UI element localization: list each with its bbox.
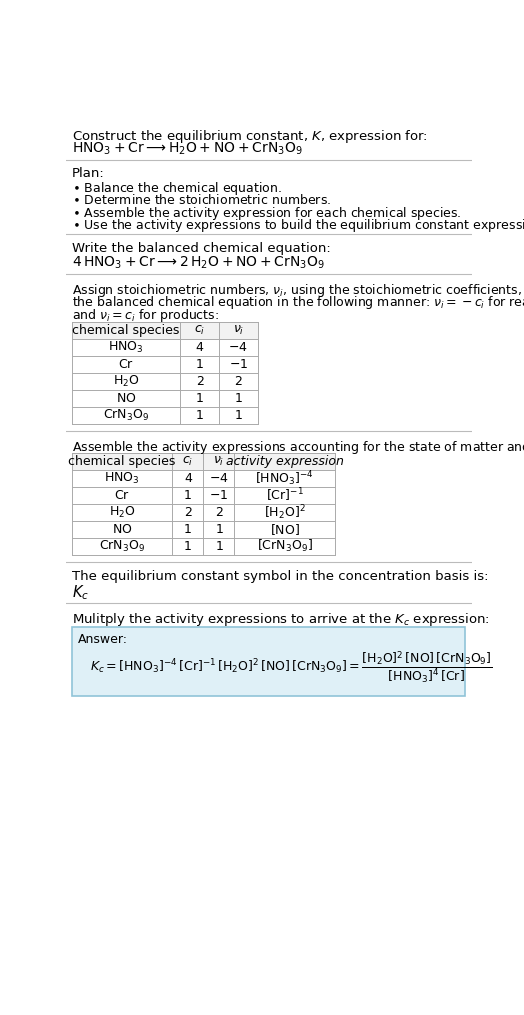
Bar xyxy=(72,453,335,470)
Text: $[\mathrm{HNO_3}]^{-4}$: $[\mathrm{HNO_3}]^{-4}$ xyxy=(255,469,314,487)
Text: Plan:: Plan: xyxy=(72,167,104,181)
Text: The equilibrium constant symbol in the concentration basis is:: The equilibrium constant symbol in the c… xyxy=(72,570,488,583)
Text: $-1$: $-1$ xyxy=(228,358,248,370)
Text: $-4$: $-4$ xyxy=(228,341,248,354)
Text: 2: 2 xyxy=(184,505,192,519)
Text: $1$: $1$ xyxy=(234,392,243,405)
Text: 1: 1 xyxy=(195,409,203,421)
Text: $\bullet$ Use the activity expressions to build the equilibrium constant express: $\bullet$ Use the activity expressions t… xyxy=(72,217,524,234)
Text: Write the balanced chemical equation:: Write the balanced chemical equation: xyxy=(72,242,331,255)
Text: $\bullet$ Balance the chemical equation.: $\bullet$ Balance the chemical equation. xyxy=(72,181,282,197)
FancyBboxPatch shape xyxy=(72,627,465,696)
Text: 2: 2 xyxy=(195,375,203,388)
Text: $\mathrm{HNO_3}$: $\mathrm{HNO_3}$ xyxy=(104,471,140,486)
Text: 4: 4 xyxy=(184,472,192,485)
Text: 1: 1 xyxy=(195,392,203,405)
Text: $4\,\mathrm{HNO_3 + Cr \longrightarrow 2\,H_2O + NO + CrN_3O_9}$: $4\,\mathrm{HNO_3 + Cr \longrightarrow 2… xyxy=(72,255,324,271)
Text: $\bullet$ Determine the stoichiometric numbers.: $\bullet$ Determine the stoichiometric n… xyxy=(72,193,331,207)
Text: $\mathrm{HNO_3 + Cr \longrightarrow H_2O + NO + CrN_3O_9}$: $\mathrm{HNO_3 + Cr \longrightarrow H_2O… xyxy=(72,140,302,156)
Text: $c_i$: $c_i$ xyxy=(194,324,205,337)
Text: $1$: $1$ xyxy=(234,409,243,421)
Text: $[\mathrm{CrN_3O_9}]$: $[\mathrm{CrN_3O_9}]$ xyxy=(257,538,313,554)
Text: $\mathrm{Cr}$: $\mathrm{Cr}$ xyxy=(118,358,134,370)
Text: $1$: $1$ xyxy=(214,523,223,536)
Text: $\mathrm{H_2O}$: $\mathrm{H_2O}$ xyxy=(109,504,135,520)
Text: $[\mathrm{H_2O}]^{2}$: $[\mathrm{H_2O}]^{2}$ xyxy=(264,502,305,522)
Text: $\mathrm{HNO_3}$: $\mathrm{HNO_3}$ xyxy=(108,340,144,355)
Text: $\mathrm{CrN_3O_9}$: $\mathrm{CrN_3O_9}$ xyxy=(99,539,145,553)
Text: $K_c = [\mathrm{HNO_3}]^{-4}\,[\mathrm{Cr}]^{-1}\,[\mathrm{H_2O}]^2\,[\mathrm{NO: $K_c = [\mathrm{HNO_3}]^{-4}\,[\mathrm{C… xyxy=(90,650,492,685)
Text: chemical species: chemical species xyxy=(72,324,180,337)
Text: $\mathrm{H_2O}$: $\mathrm{H_2O}$ xyxy=(113,374,139,389)
Text: $\nu_i$: $\nu_i$ xyxy=(213,455,225,468)
Text: $K_c$: $K_c$ xyxy=(72,584,89,603)
Text: Mulitply the activity expressions to arrive at the $K_c$ expression:: Mulitply the activity expressions to arr… xyxy=(72,611,489,627)
Text: Assemble the activity expressions accounting for the state of matter and $\nu_i$: Assemble the activity expressions accoun… xyxy=(72,439,524,456)
Text: $[\mathrm{NO}]$: $[\mathrm{NO}]$ xyxy=(270,522,300,537)
Text: $c_i$: $c_i$ xyxy=(182,455,193,468)
Text: $\nu_i$: $\nu_i$ xyxy=(233,324,244,337)
Text: $\mathrm{CrN_3O_9}$: $\mathrm{CrN_3O_9}$ xyxy=(103,408,149,422)
Text: Construct the equilibrium constant, $K$, expression for:: Construct the equilibrium constant, $K$,… xyxy=(72,128,428,145)
Text: $\mathrm{NO}$: $\mathrm{NO}$ xyxy=(112,523,133,536)
Text: Assign stoichiometric numbers, $\nu_i$, using the stoichiometric coefficients, $: Assign stoichiometric numbers, $\nu_i$, … xyxy=(72,282,524,299)
Bar xyxy=(72,322,258,339)
Text: 1: 1 xyxy=(184,489,192,501)
Text: $\mathrm{NO}$: $\mathrm{NO}$ xyxy=(116,392,136,405)
Text: $[\mathrm{Cr}]^{-1}$: $[\mathrm{Cr}]^{-1}$ xyxy=(266,486,304,504)
Text: 4: 4 xyxy=(195,341,203,354)
Text: $-4$: $-4$ xyxy=(209,472,229,485)
Text: $2$: $2$ xyxy=(234,375,243,388)
Text: Answer:: Answer: xyxy=(78,633,128,647)
Text: $\bullet$ Assemble the activity expression for each chemical species.: $\bullet$ Assemble the activity expressi… xyxy=(72,205,461,222)
Text: 1: 1 xyxy=(195,358,203,370)
Text: $1$: $1$ xyxy=(214,540,223,552)
Text: 1: 1 xyxy=(184,540,192,552)
Text: and $\nu_i = c_i$ for products:: and $\nu_i = c_i$ for products: xyxy=(72,307,219,324)
Text: chemical species: chemical species xyxy=(69,455,176,468)
Text: $2$: $2$ xyxy=(215,505,223,519)
Text: 1: 1 xyxy=(184,523,192,536)
Text: $\mathrm{Cr}$: $\mathrm{Cr}$ xyxy=(114,489,130,501)
Text: the balanced chemical equation in the following manner: $\nu_i = -c_i$ for react: the balanced chemical equation in the fo… xyxy=(72,294,524,312)
Text: activity expression: activity expression xyxy=(226,455,344,468)
Text: $-1$: $-1$ xyxy=(210,489,228,501)
